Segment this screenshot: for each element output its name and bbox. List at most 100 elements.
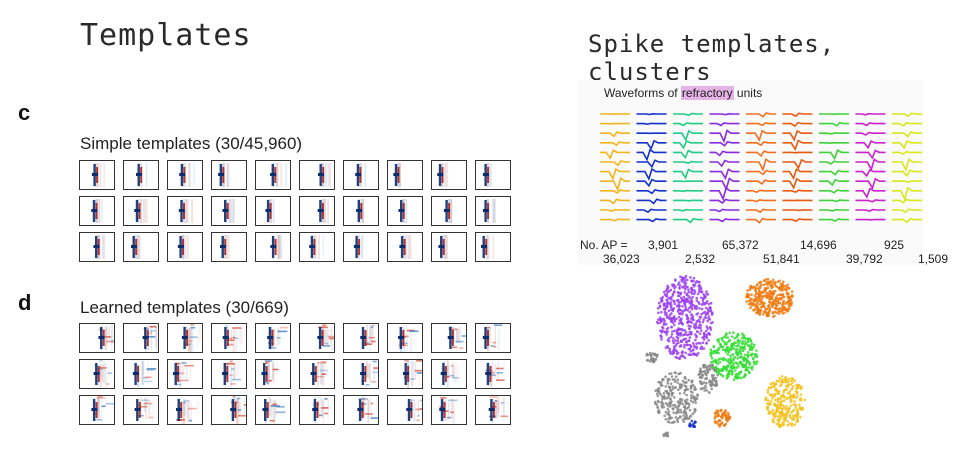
template-tile: [123, 395, 159, 425]
waveform-trace: [746, 179, 776, 185]
waveform-trace: [892, 186, 922, 202]
template-tile: [79, 160, 115, 190]
waveform-trace: [673, 112, 703, 117]
waveform-trace: [819, 121, 849, 127]
ap-count-3: 65,372: [722, 238, 759, 252]
template-tile: [431, 323, 467, 353]
waveform-trace: [636, 208, 667, 214]
waveform-trace: [819, 199, 849, 203]
cluster-scatter-plot: [645, 274, 807, 438]
gray-cluster-small: [697, 363, 719, 394]
spike-templates-heading: Spike templates, clusters: [588, 30, 836, 86]
template-tile: [211, 196, 247, 226]
waveform-trace: [636, 159, 667, 169]
waveform-trace: [855, 208, 886, 212]
waveform-trace: [673, 217, 703, 224]
waveform-trace: [855, 199, 886, 203]
waveform-trace: [746, 129, 776, 143]
waveform-trace: [855, 169, 886, 178]
ap-count-8: 1,509: [918, 252, 949, 266]
refractory-highlight: refractory: [680, 86, 734, 100]
template-tile: [211, 395, 247, 425]
template-tile: [387, 196, 423, 226]
waveforms-panel: [578, 80, 923, 265]
template-tile: [79, 232, 115, 262]
simple-templates-title: Simple templates (30/45,960): [80, 134, 303, 153]
waveforms-title-suffix: units: [733, 86, 763, 100]
waveform-trace: [819, 149, 849, 161]
waveform-trace: [892, 198, 922, 204]
waveform-trace: [673, 189, 703, 193]
waveform-trace: [673, 129, 703, 142]
template-tile: [299, 395, 335, 425]
learned-templates-title: Learned templates (30/669): [80, 298, 289, 317]
waveform-trace: [709, 122, 740, 127]
waveform-trace: [709, 186, 740, 202]
waveform-trace: [746, 199, 776, 203]
waveform-trace: [746, 189, 776, 194]
waveform-trace: [782, 139, 813, 152]
waveform-trace: [600, 167, 630, 181]
template-tile: [123, 196, 159, 226]
gray-cluster-main: [653, 371, 699, 425]
template-tile: [387, 232, 423, 262]
simple-templates-grid: [79, 160, 511, 262]
waveform-trace: [600, 208, 630, 212]
waveform-trace: [636, 167, 667, 181]
waveform-trace: [892, 131, 922, 138]
orange-cluster-small: [713, 408, 732, 428]
gray-dots: [662, 431, 670, 438]
waveform-trace: [892, 150, 922, 155]
template-tile: [167, 160, 203, 190]
waveform-trace: [855, 112, 886, 116]
panel-c-label: c: [18, 100, 31, 125]
template-tile: [431, 232, 467, 262]
waveform-trace: [600, 131, 630, 138]
waveform-trace: [636, 198, 667, 205]
waveform-trace: [746, 141, 776, 147]
template-tile: [431, 160, 467, 190]
template-tile: [167, 359, 203, 389]
template-tile: [387, 395, 423, 425]
waveform-trace: [819, 160, 849, 165]
waveform-trace: [892, 169, 922, 178]
waveform-trace: [855, 149, 886, 160]
template-tile: [475, 160, 511, 190]
waveform-trace: [819, 178, 849, 187]
template-tile: [343, 395, 379, 425]
waveform-trace: [855, 131, 886, 136]
waveform-trace: [746, 122, 776, 127]
waveform-trace: [892, 217, 922, 224]
waveform-trace: [636, 189, 667, 195]
ap-count-1: 3,901: [648, 238, 679, 252]
waveform-trace: [709, 218, 740, 223]
ap-count-7: 925: [884, 238, 905, 252]
waveform-trace: [636, 122, 667, 126]
template-tile: [387, 323, 423, 353]
template-tile: [343, 359, 379, 389]
template-tile: [343, 323, 379, 353]
template-tile: [431, 359, 467, 389]
template-tile: [299, 160, 335, 190]
template-tile: [123, 359, 159, 389]
waveform-trace: [673, 160, 703, 164]
waveform-trace: [892, 180, 922, 183]
waveform-trace: [855, 177, 886, 191]
template-tile: [387, 359, 423, 389]
template-tile: [211, 359, 247, 389]
template-tile: [475, 395, 511, 425]
waveform-trace: [782, 168, 813, 181]
purple-cluster: [655, 274, 714, 360]
waveform-trace: [600, 149, 630, 160]
template-tile: [167, 323, 203, 353]
waveform-trace: [782, 177, 813, 190]
ap-count-2: 2,532: [685, 252, 716, 266]
waveform-trace: [673, 208, 703, 212]
template-tile: [299, 232, 335, 262]
waveform-trace: [782, 158, 813, 170]
template-tile: [431, 196, 467, 226]
waveform-trace: [636, 112, 667, 116]
ap-count-4: 51,841: [763, 252, 800, 266]
waveform-trace: [782, 129, 813, 142]
waveform-trace: [709, 159, 740, 168]
